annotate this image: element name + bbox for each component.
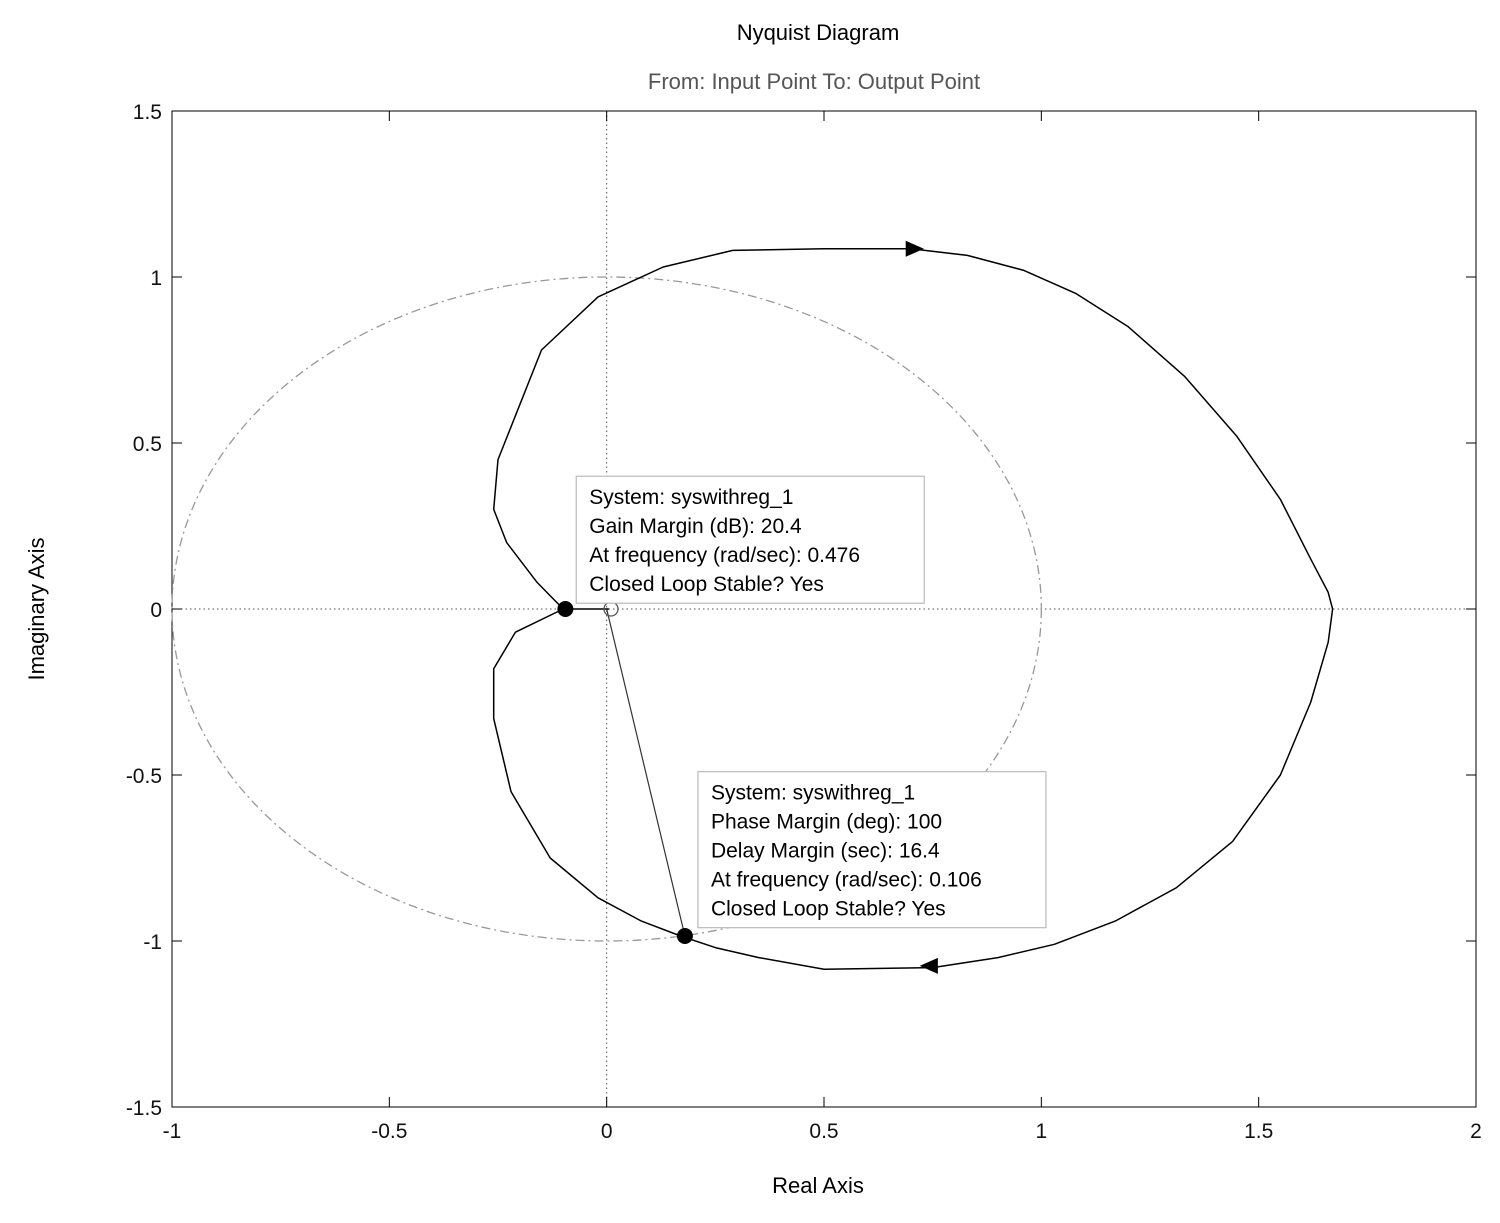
datatip-line: At frequency (rad/sec): 0.106 [711,869,982,892]
unit-circle [171,276,1042,942]
datatip-line: Phase Margin (deg): 100 [711,811,942,834]
datatip-line: At frequency (rad/sec): 0.476 [589,544,860,567]
nyquist-curve [492,248,1334,970]
chart-subtitle: From: Input Point To: Output Point [648,69,980,94]
x-tick-label: -1 [163,1120,182,1143]
datatips: System: syswithreg_1 Gain Margin (dB): 20… [575,475,1047,929]
margin-marker [557,601,574,617]
y-tick-label: -0.5 [126,765,162,788]
y-tick-label: 0.5 [133,433,162,456]
datatip-line: Delay Margin (sec): 16.4 [711,840,940,863]
datatip-line: Closed Loop Stable? Yes [589,573,824,596]
x-tick-label: 2 [1470,1120,1482,1143]
y-tick-label: 1 [150,267,162,290]
datatip-line: System: syswithreg_1 [589,486,793,509]
direction-arrow [905,240,924,257]
x-tick-label: 1 [1035,1120,1047,1143]
x-tick-label: 0 [601,1120,613,1143]
y-axis-label: Imaginary Axis [24,537,49,680]
datatip-line: Closed Loop Stable? Yes [711,898,946,921]
x-tick-label: 1.5 [1244,1120,1273,1143]
y-tick-label: 0 [150,599,162,622]
x-tick-label: -0.5 [371,1120,407,1143]
plot-area [171,110,1477,1108]
datatip-box [575,475,925,604]
x-tick-label: 0.5 [809,1120,838,1143]
datatip-line: Gain Margin (dB): 20.4 [589,515,802,538]
datatip-box [697,771,1047,929]
y-tick-label: -1.5 [126,1097,162,1120]
y-tick-label: -1 [143,931,162,954]
y-tick-label: 1.5 [133,101,162,124]
x-axis-label: Real Axis [772,1173,864,1198]
direction-arrow [919,957,938,974]
margin-marker [676,928,693,945]
chart-title: Nyquist Diagram [737,20,900,45]
phase-margin-line [606,608,686,937]
datatip-line: System: syswithreg_1 [711,782,915,805]
tick-labels: -1 -0.5 0 0.5 1 1.5 21.510.50-0.5-1-1.5 [126,101,1482,1143]
